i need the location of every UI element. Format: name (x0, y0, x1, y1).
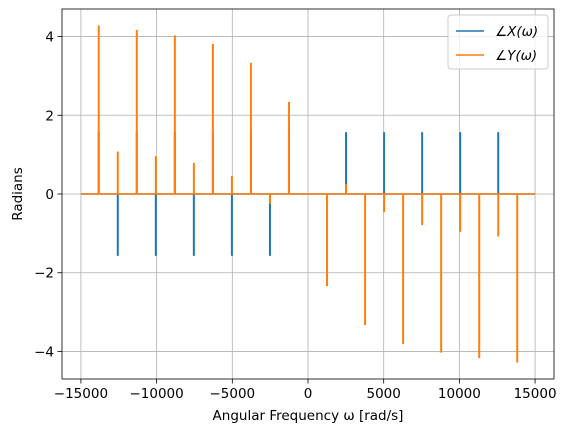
y-tick-label: −4 (34, 344, 54, 360)
axis-ticks: −15000 −10000 −5000 0 5000 10000 15000 −4 −2 0 2 4 (34, 30, 556, 402)
x-tick-label: 10000 (438, 386, 481, 402)
x-tick-label: 15000 (514, 386, 557, 402)
legend: ∠X(ω) ∠Y(ω) (447, 14, 549, 70)
y-tick-label: 0 (45, 187, 54, 203)
x-tick-label: −10000 (129, 386, 183, 402)
x-tick-label: −5000 (209, 386, 255, 402)
x-tick-label: 5000 (367, 386, 401, 402)
y-tick-label: 2 (45, 108, 54, 124)
x-tick-label: 0 (304, 386, 313, 402)
y-tick-label: −2 (34, 266, 54, 282)
x-axis-label: Angular Frequency ω [rad/s] (213, 408, 404, 424)
y-tick-label: 4 (45, 30, 54, 46)
plot-series (80, 25, 536, 363)
x-tick-label: −15000 (54, 386, 108, 402)
legend-label-y: ∠Y(ω) (495, 48, 537, 64)
legend-label-x: ∠X(ω) (495, 24, 538, 40)
y-axis-label: Radians (10, 167, 26, 221)
series-1 (80, 25, 536, 363)
